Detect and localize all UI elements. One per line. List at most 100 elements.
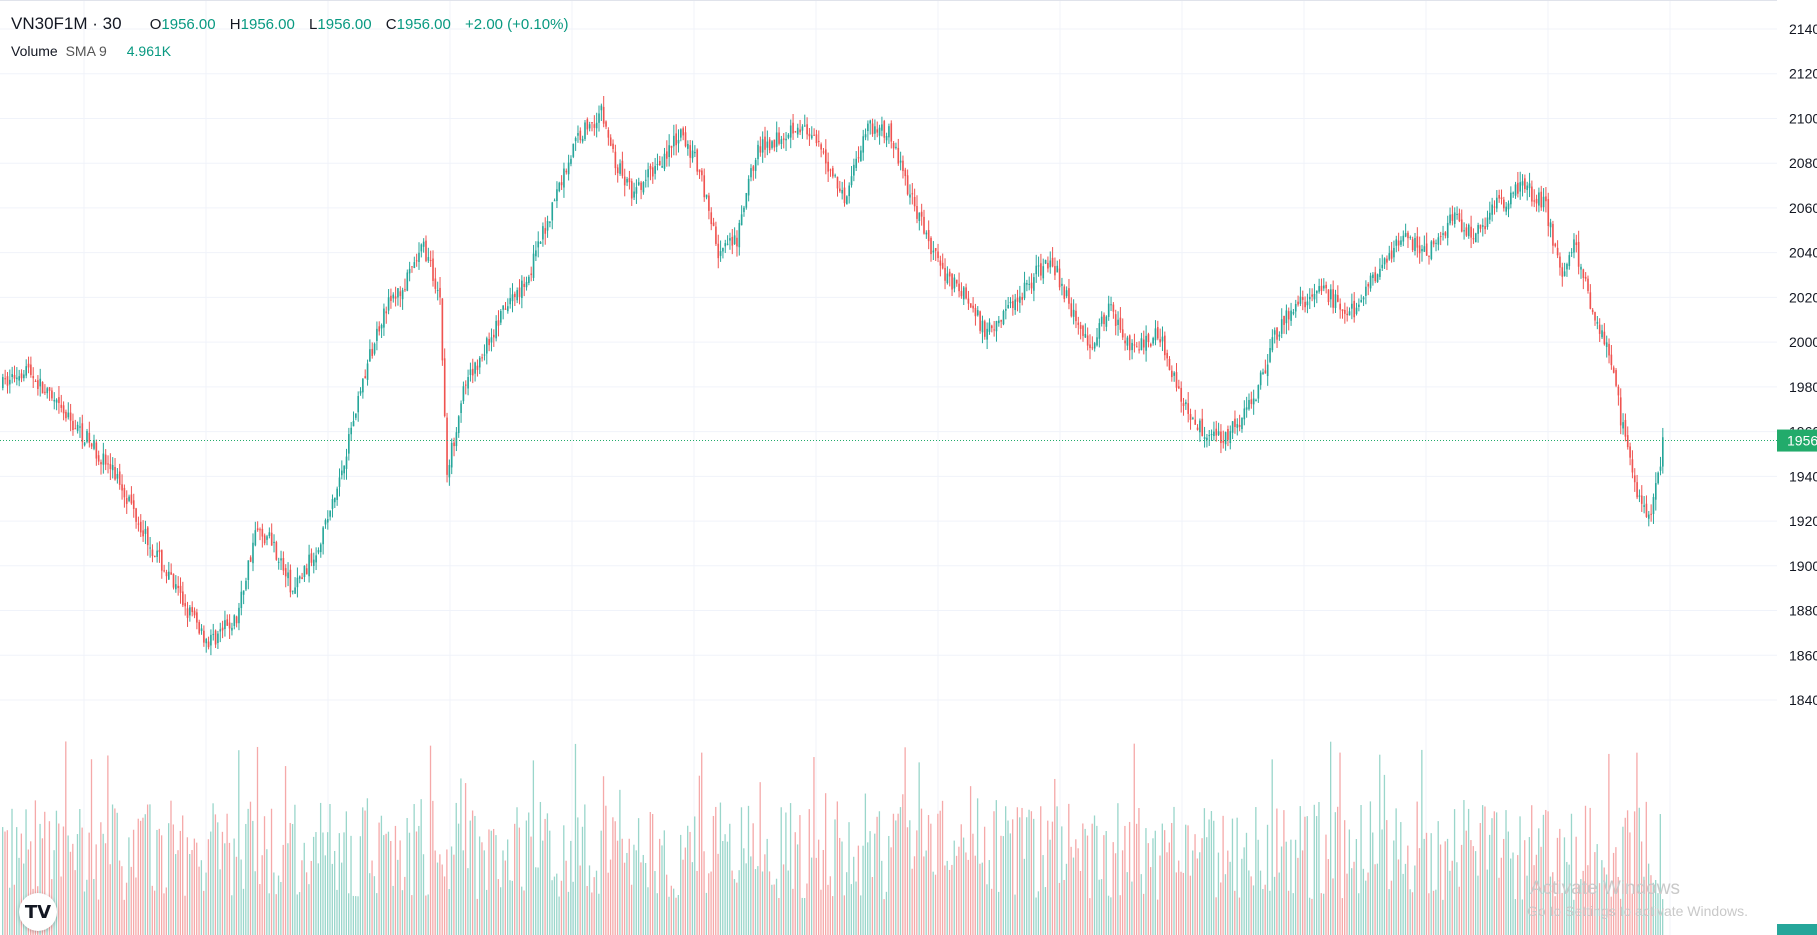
candle-body — [1493, 206, 1496, 208]
volume-bar — [553, 876, 556, 935]
candle-body — [507, 306, 509, 312]
candle-body — [1114, 314, 1117, 326]
volume-bar — [1042, 855, 1044, 935]
volume-bar — [1547, 811, 1549, 935]
volume-bar — [715, 806, 717, 935]
candle-body — [156, 550, 158, 557]
symbol-label[interactable]: VN30F1M · 30 — [11, 14, 122, 33]
volume-bar — [1552, 872, 1554, 935]
volume-bar — [682, 859, 684, 935]
candle-body — [574, 137, 577, 142]
candle-body — [23, 374, 25, 379]
candle-body — [1428, 255, 1430, 257]
candle-body — [1322, 285, 1325, 289]
volume-bar — [182, 815, 184, 935]
candle-body — [1411, 239, 1414, 251]
volume-bar — [1077, 848, 1079, 935]
candle-body — [401, 290, 404, 300]
price-tick-label: 1900 — [1789, 558, 1817, 574]
candle-body — [362, 378, 364, 393]
price-axis[interactable]: 1840186018801900192019401960198020002020… — [1777, 0, 1817, 935]
volume-bar — [207, 839, 210, 935]
volume-bar — [1049, 839, 1051, 935]
candle-body — [67, 412, 70, 418]
volume-bar — [1149, 867, 1152, 935]
volume-bar — [1301, 850, 1304, 935]
volume-badge — [1777, 924, 1817, 935]
volume-bar — [766, 838, 768, 935]
volume-bar — [125, 882, 128, 935]
candle-body — [415, 260, 418, 262]
candle-body — [1353, 300, 1356, 318]
candle-body — [247, 560, 250, 581]
candle-body — [39, 378, 42, 387]
volume-bar — [305, 872, 308, 935]
candle-body — [1622, 422, 1624, 429]
candle-body — [1278, 334, 1281, 337]
volume-value: 4.961K — [126, 43, 172, 59]
volume-bar — [1156, 899, 1159, 935]
volume-bar — [116, 812, 118, 935]
volume-bar — [806, 883, 808, 935]
candle-body — [661, 166, 663, 168]
price-tick-label: 2100 — [1789, 110, 1817, 126]
candle-body — [1463, 230, 1465, 232]
volume-bar — [1519, 816, 1521, 935]
volume-label[interactable]: Volume — [11, 43, 58, 59]
candle-body — [673, 135, 675, 147]
tradingview-logo-icon[interactable]: TV — [19, 893, 57, 931]
candle-body — [1430, 241, 1433, 259]
candle-body — [1259, 372, 1262, 386]
volume-bar — [521, 886, 523, 935]
volume-bar — [1330, 741, 1332, 935]
volume-bar — [1561, 892, 1563, 935]
candle-body — [1033, 277, 1035, 291]
candle-body — [717, 243, 720, 259]
volume-bar — [593, 877, 595, 935]
volume-bar — [888, 835, 890, 935]
candle-body — [605, 121, 607, 127]
candle-body — [334, 497, 336, 503]
candle-body — [1159, 339, 1161, 343]
candle-body — [1559, 256, 1561, 268]
volume-bar — [1365, 880, 1367, 935]
volume-bar — [1173, 806, 1175, 935]
volume-bar — [1603, 867, 1605, 935]
candle-body — [941, 262, 944, 269]
candle-body — [1432, 240, 1435, 245]
volume-bar — [530, 836, 532, 935]
volume-bar — [1206, 837, 1208, 935]
candle-body — [348, 434, 350, 454]
volume-bar — [701, 752, 703, 935]
candle-body — [1012, 301, 1014, 309]
volume-bar — [1306, 816, 1308, 935]
volume-bar — [500, 887, 502, 935]
volume-bar — [923, 856, 925, 935]
candle-body — [827, 161, 829, 172]
candle-body — [539, 241, 542, 244]
volume-bar — [658, 838, 661, 935]
candle-body — [1243, 408, 1246, 420]
volume-bar — [1234, 890, 1236, 935]
candle-body — [1418, 245, 1421, 254]
volume-bar — [425, 895, 427, 935]
volume-bar — [1199, 852, 1201, 935]
candle-body — [369, 349, 371, 362]
candle-body — [432, 258, 434, 281]
volume-bar — [633, 844, 635, 935]
candle-body — [371, 348, 374, 356]
volume-bar — [1538, 828, 1540, 935]
candle-body — [1379, 268, 1381, 277]
candle-body — [1119, 317, 1122, 330]
volume-bar — [6, 830, 8, 935]
candle-body — [794, 131, 797, 133]
candle-body — [532, 253, 535, 278]
volume-bar — [1086, 835, 1089, 935]
candle-body — [74, 428, 77, 430]
candle-body — [1400, 240, 1402, 245]
volume-bar — [102, 833, 104, 935]
volume-bar — [399, 840, 401, 935]
candle-body — [1573, 239, 1575, 253]
